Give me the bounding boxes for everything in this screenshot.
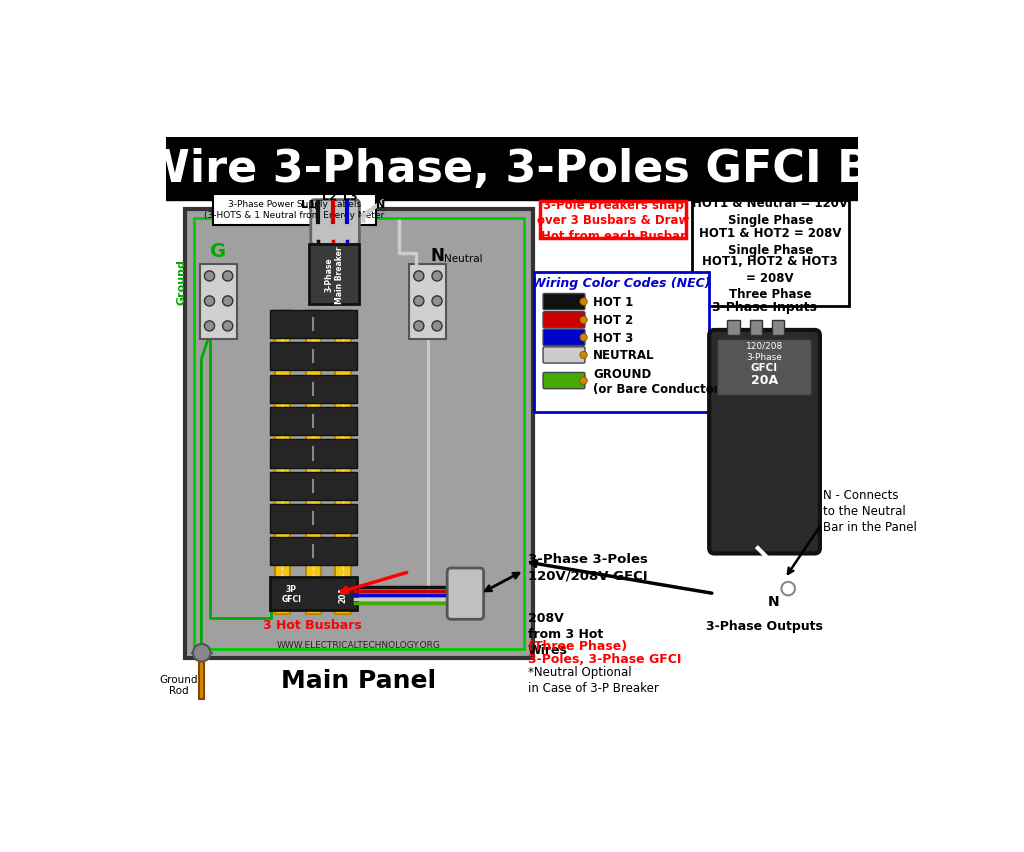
Circle shape	[580, 317, 588, 324]
Text: 20A: 20A	[339, 586, 348, 602]
Text: 3-Phase
Main Breaker: 3-Phase Main Breaker	[325, 245, 344, 303]
Text: 3-Phase: 3-Phase	[746, 353, 782, 361]
Text: 208V
from 3 Hot
Wires: 208V from 3 Hot Wires	[527, 611, 603, 656]
FancyBboxPatch shape	[691, 201, 849, 306]
FancyBboxPatch shape	[269, 407, 356, 435]
Text: HOT1 & Neutral = 120V
Single Phase: HOT1 & Neutral = 120V Single Phase	[692, 197, 848, 227]
FancyBboxPatch shape	[541, 202, 686, 239]
Bar	[274, 310, 290, 613]
Circle shape	[222, 321, 232, 331]
Text: 3-Poles, 3-Phase GFCI: 3-Poles, 3-Phase GFCI	[527, 652, 681, 665]
Circle shape	[205, 296, 215, 307]
Circle shape	[781, 582, 795, 596]
Bar	[727, 321, 739, 336]
Text: WWW.ELECTRICALTECHNOLOGY.ORG: WWW.ELECTRICALTECHNOLOGY.ORG	[278, 641, 441, 649]
Circle shape	[205, 321, 215, 331]
FancyBboxPatch shape	[534, 273, 710, 413]
Circle shape	[432, 321, 442, 331]
Text: 3P
GFCI: 3P GFCI	[282, 584, 301, 603]
FancyBboxPatch shape	[269, 472, 356, 500]
FancyBboxPatch shape	[269, 537, 356, 565]
Text: N: N	[768, 595, 779, 608]
Text: GFCI: GFCI	[751, 363, 778, 373]
Text: How to Wire 3-Phase, 3-Poles GFCI Breaker ?: How to Wire 3-Phase, 3-Poles GFCI Breake…	[0, 148, 1024, 191]
FancyBboxPatch shape	[543, 294, 585, 310]
Text: 3 Hot Busbars: 3 Hot Busbars	[263, 618, 362, 631]
Circle shape	[414, 296, 424, 307]
Bar	[772, 321, 784, 336]
Text: 3-Phase 3-Poles
120V/208V GFCI: 3-Phase 3-Poles 120V/208V GFCI	[527, 553, 647, 582]
Text: NEUTRAL: NEUTRAL	[593, 349, 654, 362]
FancyBboxPatch shape	[447, 568, 483, 619]
Text: GROUND
(or Bare Conductor): GROUND (or Bare Conductor)	[593, 367, 725, 395]
Text: L1: L1	[301, 200, 315, 210]
Bar	[306, 310, 322, 613]
Bar	[166, 138, 858, 201]
FancyBboxPatch shape	[269, 375, 356, 403]
FancyBboxPatch shape	[543, 313, 585, 329]
Circle shape	[414, 321, 424, 331]
Text: HOT1, HOT2 & HOT3
= 208V
Three Phase: HOT1, HOT2 & HOT3 = 208V Three Phase	[702, 255, 838, 301]
Circle shape	[414, 272, 424, 282]
FancyBboxPatch shape	[717, 340, 812, 396]
Circle shape	[580, 298, 588, 306]
Circle shape	[222, 272, 232, 282]
FancyBboxPatch shape	[269, 504, 356, 532]
FancyBboxPatch shape	[213, 194, 376, 225]
Circle shape	[193, 644, 211, 662]
Text: L2: L2	[323, 192, 337, 202]
Text: 3-Pole Breakers snap
over 3 Busbars & Draw
Hot from each Busbar: 3-Pole Breakers snap over 3 Busbars & Dr…	[538, 199, 689, 242]
Text: G: G	[210, 242, 226, 261]
Bar	[750, 321, 762, 336]
Bar	[200, 653, 204, 699]
Circle shape	[432, 296, 442, 307]
Text: N: N	[431, 246, 444, 264]
Text: L3: L3	[343, 192, 357, 202]
Circle shape	[580, 377, 588, 385]
Text: Ground: Ground	[176, 258, 186, 304]
Text: 3-Phase Power Supply Cabels
(3-HOTS & 1 Neutral from Energy Meter: 3-Phase Power Supply Cabels (3-HOTS & 1 …	[205, 200, 385, 220]
FancyBboxPatch shape	[269, 310, 356, 338]
Text: HOT 2: HOT 2	[593, 314, 633, 327]
Text: HOT 1: HOT 1	[593, 296, 633, 308]
FancyBboxPatch shape	[269, 440, 356, 468]
Text: Neutral: Neutral	[444, 254, 483, 264]
Text: Main Panel: Main Panel	[282, 668, 436, 692]
Text: 20A: 20A	[751, 373, 778, 386]
Text: 3-Phase Outputs: 3-Phase Outputs	[707, 619, 823, 632]
Text: *Neutral Optional
in Case of 3-P Breaker: *Neutral Optional in Case of 3-P Breaker	[527, 665, 658, 694]
Bar	[336, 310, 351, 613]
Circle shape	[580, 352, 588, 360]
Circle shape	[580, 334, 588, 342]
Text: 3-Phase Inputs: 3-Phase Inputs	[712, 301, 817, 314]
Text: HOT 3: HOT 3	[593, 331, 633, 344]
FancyBboxPatch shape	[269, 343, 356, 371]
FancyBboxPatch shape	[543, 330, 585, 346]
Bar	[185, 210, 532, 659]
Text: Wiring Color Codes (NEC): Wiring Color Codes (NEC)	[532, 277, 711, 290]
Bar	[194, 219, 524, 649]
Bar	[410, 265, 446, 339]
Text: N: N	[377, 200, 386, 210]
Text: N - Connects
to the Neutral
Bar in the Panel: N - Connects to the Neutral Bar in the P…	[822, 489, 916, 534]
Text: Ground
Rod: Ground Rod	[159, 674, 198, 695]
FancyBboxPatch shape	[543, 373, 585, 389]
Circle shape	[205, 272, 215, 282]
FancyBboxPatch shape	[710, 331, 820, 554]
Bar	[200, 265, 238, 339]
Text: 120/208: 120/208	[745, 341, 783, 350]
FancyBboxPatch shape	[543, 348, 585, 364]
Text: HOT1 & HOT2 = 208V
Single Phase: HOT1 & HOT2 = 208V Single Phase	[699, 227, 842, 256]
Circle shape	[432, 272, 442, 282]
Text: (Three Phase): (Three Phase)	[527, 639, 627, 652]
FancyBboxPatch shape	[310, 200, 359, 245]
FancyBboxPatch shape	[309, 245, 359, 304]
Circle shape	[222, 296, 232, 307]
FancyBboxPatch shape	[269, 578, 356, 611]
